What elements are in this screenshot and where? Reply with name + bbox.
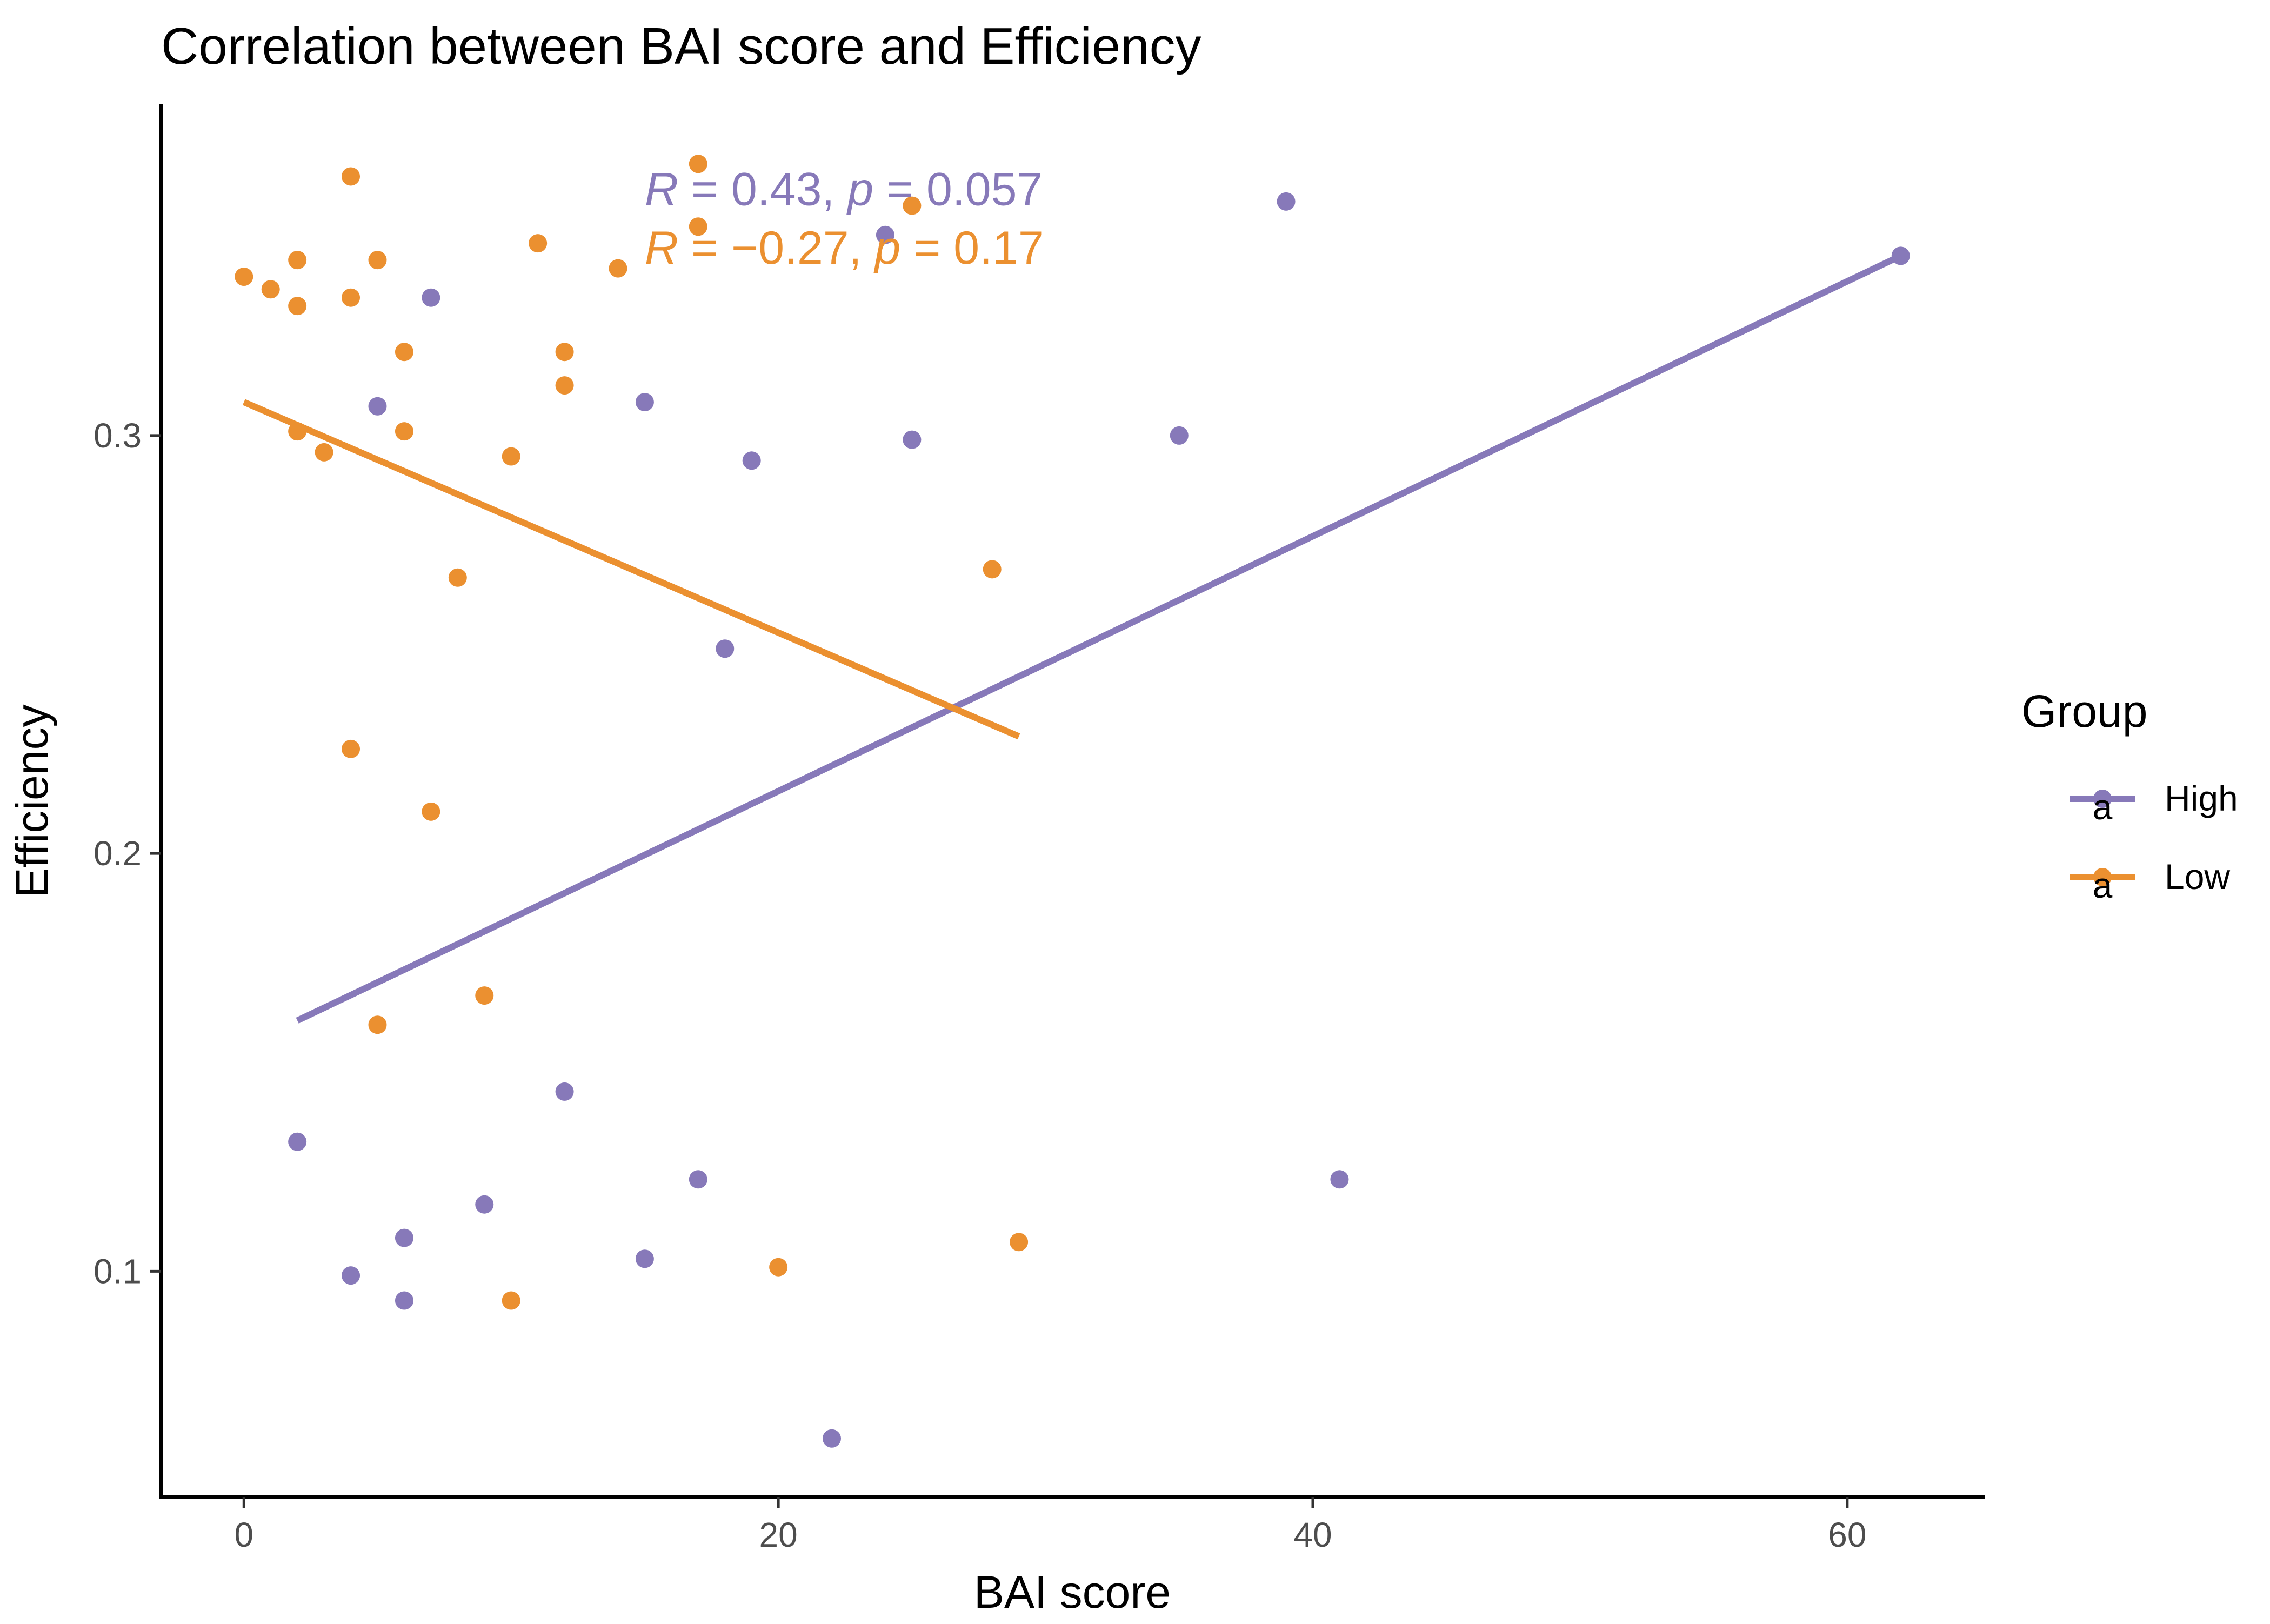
stat-value: = −0.27,	[678, 222, 874, 274]
data-point-low	[903, 196, 922, 215]
data-point-low	[395, 422, 413, 441]
data-point-high	[395, 1228, 413, 1247]
axis-ticks: 0 20 40 60 0.1 0.2 0.3	[94, 416, 1866, 1554]
stat-symbol: p	[873, 222, 900, 274]
data-point-high	[635, 393, 654, 412]
data-point-high	[422, 288, 440, 307]
legend-text-key: a	[2093, 865, 2113, 905]
regression-line-low	[242, 399, 1020, 740]
regression-line-high	[296, 252, 1902, 1024]
data-point-low	[555, 343, 574, 362]
data-point-high	[475, 1195, 494, 1214]
y-tick-label: 0.2	[94, 834, 142, 873]
y-tick-label: 0.3	[94, 416, 142, 455]
data-point-high	[555, 1082, 574, 1101]
data-point-low	[288, 297, 307, 316]
data-point-low	[368, 1015, 387, 1034]
data-point-low	[609, 259, 627, 278]
legend-items: a High a Low	[2070, 778, 2238, 905]
y-axis-title: Efficiency	[6, 705, 57, 898]
chart-title: Correlation between BAI score and Effici…	[161, 17, 1201, 75]
x-tick-label: 20	[759, 1515, 798, 1554]
stat-symbol: R	[645, 222, 678, 274]
data-point-high	[1277, 192, 1296, 211]
x-tick-label: 60	[1828, 1515, 1866, 1554]
legend-label: Low	[2165, 857, 2230, 897]
x-tick-label: 0	[234, 1515, 253, 1554]
stat-symbol: p	[846, 164, 873, 216]
stat-value: = 0.43,	[678, 164, 847, 216]
legend: Group a High a Low	[2021, 686, 2238, 905]
data-point-low	[502, 1291, 520, 1310]
data-point-low	[315, 443, 333, 462]
data-point-low	[555, 376, 574, 395]
legend-title: Group	[2021, 686, 2147, 737]
data-point-low	[689, 155, 707, 173]
legend-item-high: a High	[2070, 778, 2238, 827]
data-point-high	[716, 639, 735, 658]
data-point-high	[1330, 1170, 1349, 1189]
y-tick-label: 0.1	[94, 1252, 142, 1291]
data-point-high	[1170, 426, 1189, 445]
correlation-label-low: R = −0.27, p = 0.17	[645, 222, 1044, 274]
data-point-high	[368, 397, 387, 416]
data-point-low	[1010, 1233, 1029, 1252]
axes	[159, 104, 1985, 1499]
data-point-high	[876, 225, 894, 244]
data-point-high	[288, 1132, 307, 1151]
plot-area	[235, 155, 1910, 1448]
data-point-low	[502, 447, 520, 466]
stat-symbol: R	[645, 164, 678, 216]
data-point-high	[823, 1429, 842, 1448]
legend-point-key	[2093, 790, 2112, 808]
data-point-low	[342, 288, 360, 307]
data-point-low	[342, 739, 360, 758]
legend-item-low: a Low	[2070, 857, 2230, 905]
data-point-low	[395, 343, 413, 362]
data-point-high	[342, 1266, 360, 1285]
data-point-low	[448, 568, 467, 587]
data-point-low	[769, 1258, 788, 1277]
data-point-low	[235, 268, 253, 286]
data-point-low	[368, 251, 387, 270]
correlation-label-high: R = 0.43, p = 0.057	[645, 164, 1043, 216]
x-axis-title: BAI score	[974, 1567, 1171, 1618]
data-point-low	[475, 986, 494, 1005]
data-point-high	[742, 451, 761, 470]
legend-point-key	[2093, 868, 2112, 886]
stat-value: = 0.057	[873, 164, 1043, 216]
data-point-low	[261, 280, 280, 299]
x-tick-label: 40	[1293, 1515, 1332, 1554]
legend-label: High	[2165, 778, 2238, 818]
data-point-high	[689, 1170, 707, 1189]
stat-value: = 0.17	[900, 222, 1044, 274]
data-point-high	[395, 1291, 413, 1310]
data-point-low	[983, 560, 1002, 579]
data-point-high	[903, 430, 922, 449]
data-point-low	[288, 251, 307, 270]
series-low	[235, 155, 1029, 1310]
data-point-low	[689, 217, 707, 236]
series-high	[288, 192, 1910, 1448]
data-point-low	[529, 234, 548, 253]
data-point-low	[342, 167, 360, 186]
legend-text-key: a	[2093, 787, 2113, 827]
data-point-high	[635, 1249, 654, 1268]
data-point-low	[422, 802, 440, 821]
